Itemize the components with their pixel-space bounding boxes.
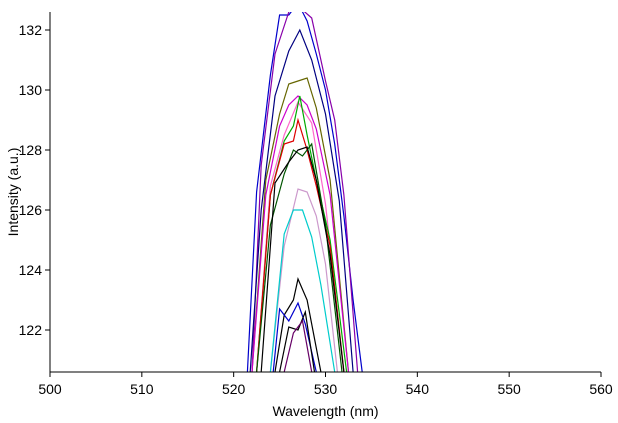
series-line-5 <box>251 95 350 372</box>
series-line-12 <box>269 209 336 372</box>
y-tick-label-126: 126 <box>19 202 43 218</box>
series-line-4 <box>251 77 350 372</box>
x-tick-label-540: 540 <box>406 381 430 397</box>
y-tick-label-130: 130 <box>19 82 43 98</box>
tick-labels: 500 510 520 530 540 550 560 122 124 126 128 130 132 <box>19 22 613 397</box>
series-line-2 <box>251 12 359 372</box>
axes <box>45 12 602 377</box>
x-tick-label-560: 560 <box>589 381 613 397</box>
series-line-16 <box>283 319 313 372</box>
x-tick-label-510: 510 <box>130 381 154 397</box>
series-line-13 <box>274 277 322 372</box>
y-tick-label-128: 128 <box>19 142 43 158</box>
series-line-10 <box>260 146 345 372</box>
series-line-3 <box>249 28 354 372</box>
x-tick-label-530: 530 <box>314 381 338 397</box>
x-tick-label-520: 520 <box>222 381 246 397</box>
y-tick-label-122: 122 <box>19 322 43 338</box>
x-tick-label-550: 550 <box>497 381 521 397</box>
series-line-15 <box>279 309 316 372</box>
series-line-14 <box>272 301 317 372</box>
plot-lines <box>246 12 363 372</box>
x-tick-label-500: 500 <box>38 381 62 397</box>
y-axis-title: Intensity (a.u.) <box>5 148 21 237</box>
series-line-11 <box>269 188 338 372</box>
series-line-1 <box>246 12 363 372</box>
x-axis-title: Wavelength (nm) <box>272 403 378 419</box>
y-tick-label-124: 124 <box>19 262 43 278</box>
y-tick-label-132: 132 <box>19 22 43 38</box>
